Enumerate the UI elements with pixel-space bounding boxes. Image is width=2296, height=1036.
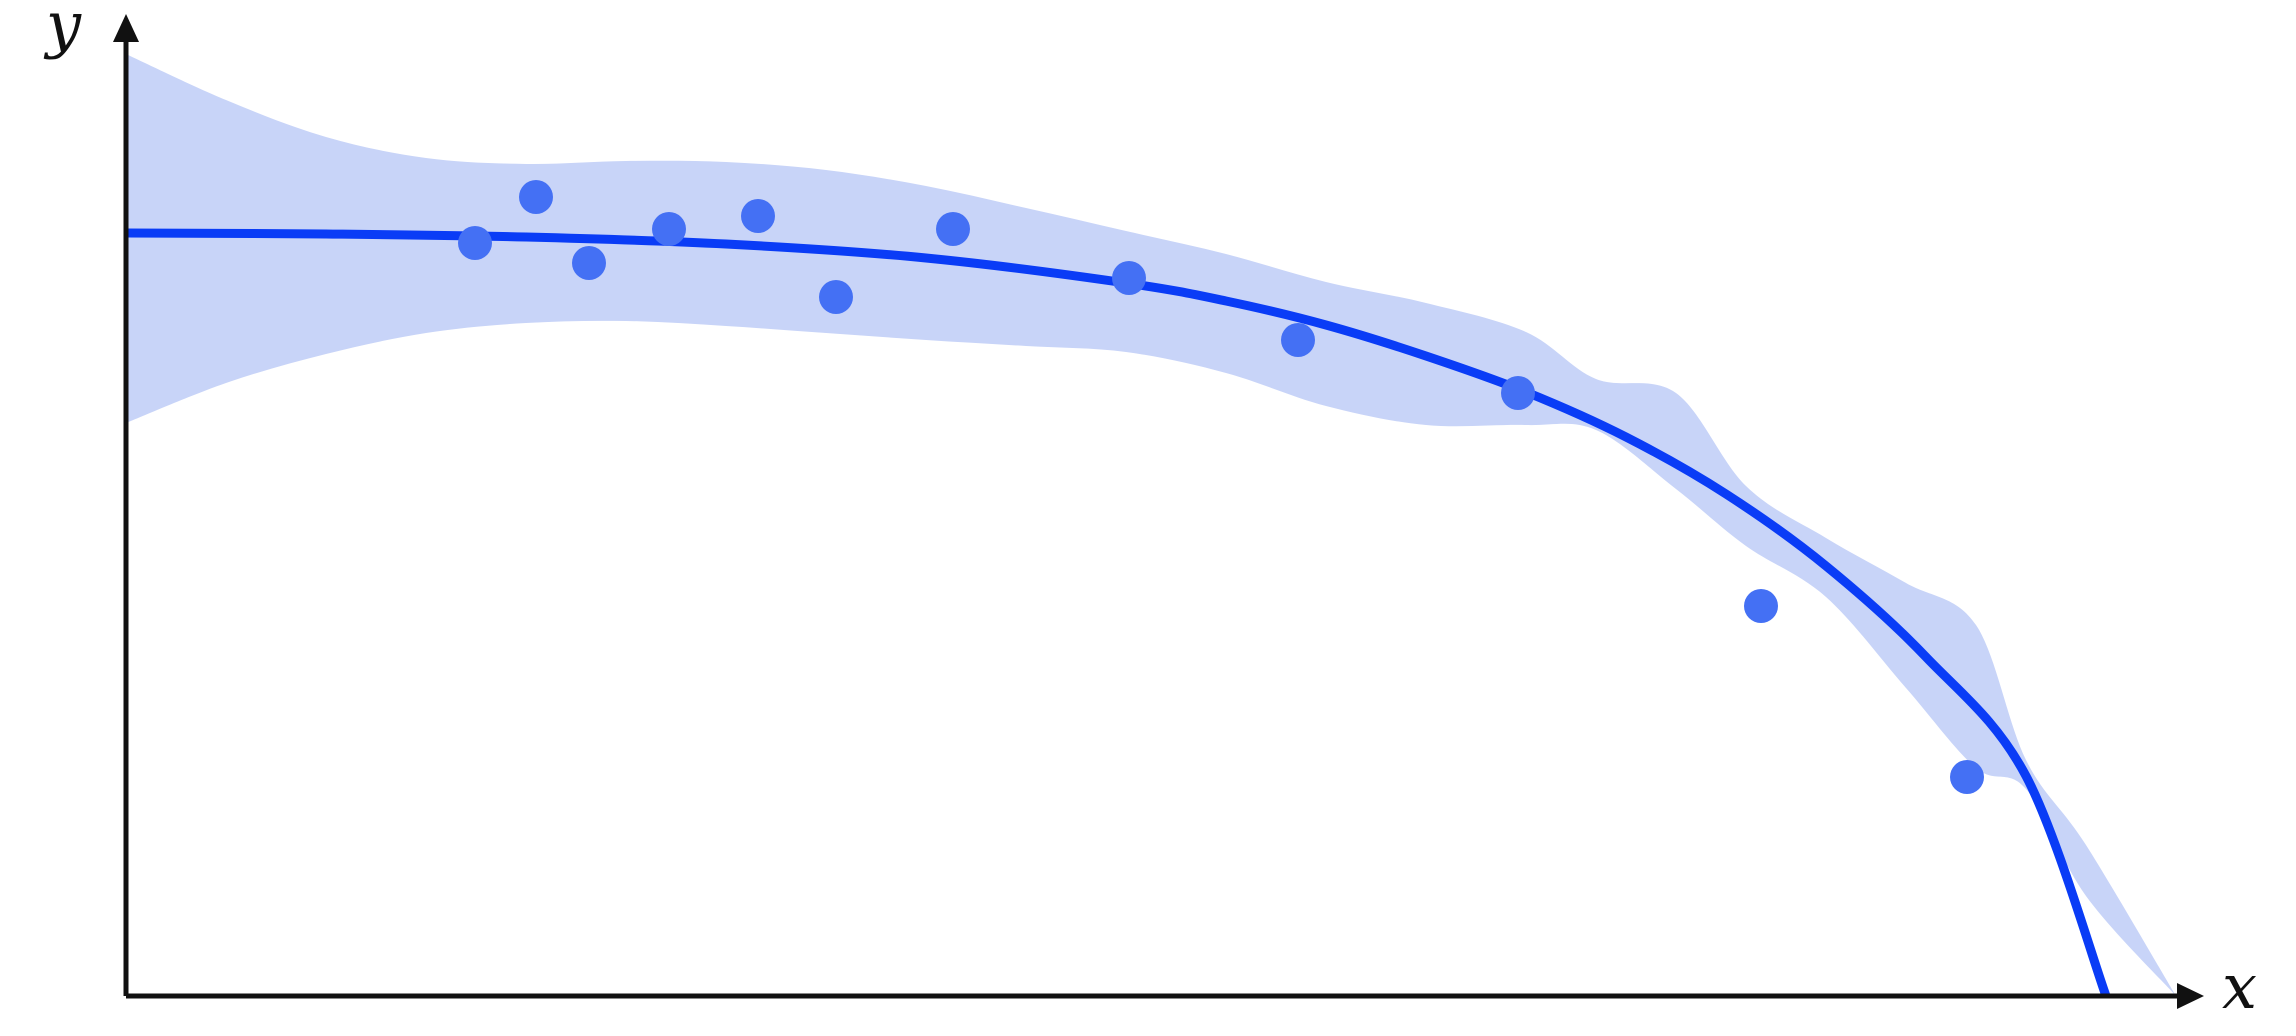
axes: x y — [43, 0, 2257, 1023]
confidence-band-group — [126, 54, 2176, 996]
fit-line-group — [125, 228, 2111, 998]
data-point — [572, 246, 606, 280]
data-point — [819, 280, 853, 314]
data-point — [741, 199, 775, 233]
y-axis-arrowhead — [113, 14, 139, 42]
data-points-group — [458, 180, 1984, 794]
x-axis-arrowhead — [2177, 983, 2204, 1009]
fit-line — [125, 228, 2111, 998]
data-point — [1281, 323, 1315, 357]
data-point — [1950, 760, 1984, 794]
data-point — [1744, 589, 1778, 623]
data-point — [652, 212, 686, 246]
data-point — [519, 180, 553, 214]
data-point — [458, 226, 492, 260]
confidence-band — [126, 54, 2176, 996]
data-point — [1112, 261, 1146, 295]
y-axis-label: y — [43, 0, 82, 61]
x-axis-label: x — [2222, 950, 2257, 1023]
data-point — [936, 212, 970, 246]
data-point — [1501, 376, 1535, 410]
